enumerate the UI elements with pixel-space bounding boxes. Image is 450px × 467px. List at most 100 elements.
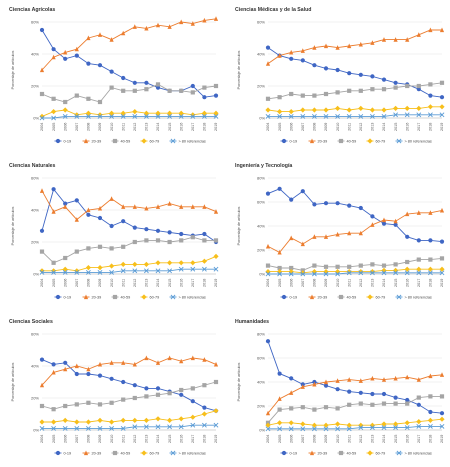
data-point xyxy=(323,91,329,97)
data-point xyxy=(202,204,207,209)
legend-marker xyxy=(281,138,287,144)
data-point xyxy=(405,83,410,89)
data-point xyxy=(323,201,329,206)
data-point xyxy=(358,105,364,111)
data-point xyxy=(143,113,149,119)
data-point xyxy=(416,112,422,118)
data-point xyxy=(63,255,68,261)
legend-marker xyxy=(112,450,118,456)
data-point xyxy=(300,426,306,432)
y-tick-label: 20% xyxy=(257,83,265,88)
x-tick-label: 2016 xyxy=(179,435,183,443)
data-point xyxy=(97,425,103,431)
series-line xyxy=(41,18,217,71)
series-line xyxy=(267,341,443,414)
x-tick-label: 2006 xyxy=(289,435,293,443)
data-point xyxy=(370,214,375,219)
series-line xyxy=(41,357,217,386)
data-point xyxy=(39,228,45,233)
series-line xyxy=(42,255,217,272)
data-point xyxy=(109,400,114,405)
data-point xyxy=(74,46,79,52)
data-point xyxy=(300,384,305,389)
data-point xyxy=(144,227,149,232)
data-point xyxy=(265,271,271,277)
data-point xyxy=(416,238,421,243)
data-point xyxy=(369,113,375,119)
data-point xyxy=(311,113,317,119)
legend-label: 60-79 xyxy=(376,139,386,143)
data-point xyxy=(358,230,363,236)
data-point xyxy=(416,419,422,425)
legend-marker xyxy=(141,450,147,456)
y-tick-label: 0% xyxy=(259,427,265,432)
data-point xyxy=(439,411,445,416)
data-point xyxy=(381,37,387,42)
data-point xyxy=(109,263,115,269)
x-tick-label: 2013 xyxy=(145,435,149,443)
data-point xyxy=(312,63,317,68)
data-point xyxy=(39,269,45,275)
data-point xyxy=(51,187,56,192)
data-point xyxy=(393,262,398,267)
x-tick-label: 2013 xyxy=(145,123,149,131)
legend-marker xyxy=(338,138,344,144)
x-tick-label: 2015 xyxy=(168,435,172,443)
data-point xyxy=(358,41,363,47)
x-tick-label: 2019 xyxy=(440,123,444,131)
data-point xyxy=(289,265,294,271)
data-point xyxy=(358,425,364,431)
data-point xyxy=(370,87,375,92)
data-point xyxy=(428,27,433,33)
data-point xyxy=(393,421,399,427)
data-point xyxy=(86,212,91,217)
x-tick-label: 2004 xyxy=(266,435,270,443)
data-point xyxy=(381,77,387,82)
x-tick-label: 2019 xyxy=(214,435,218,443)
data-point xyxy=(144,355,149,361)
data-point xyxy=(312,234,317,239)
x-tick-label: 2014 xyxy=(156,279,160,287)
y-axis-label: Porcentaje de artículos xyxy=(237,362,241,401)
data-point xyxy=(97,32,103,37)
data-point xyxy=(404,105,410,111)
data-point xyxy=(358,263,363,268)
data-point xyxy=(39,188,45,193)
legend-marker xyxy=(367,138,373,144)
series-line xyxy=(268,272,442,275)
data-point xyxy=(39,403,45,409)
data-point xyxy=(277,186,282,191)
series-line xyxy=(41,236,216,264)
data-point xyxy=(202,17,207,23)
x-tick-label: 2007 xyxy=(301,435,305,443)
data-point xyxy=(346,270,352,276)
series-line xyxy=(268,114,442,117)
data-point xyxy=(439,95,445,100)
data-point xyxy=(132,80,137,85)
legend-label: 0-19 xyxy=(64,139,72,143)
data-point xyxy=(277,271,283,277)
data-point xyxy=(393,395,398,400)
chart-title: Ciencias Sociales xyxy=(9,319,53,325)
data-point xyxy=(155,82,161,87)
series-line xyxy=(41,359,217,412)
data-point xyxy=(311,269,317,275)
data-point xyxy=(393,401,398,406)
x-tick-label: 2019 xyxy=(214,123,218,131)
legend-label: 0-19 xyxy=(64,295,72,299)
data-point xyxy=(85,419,91,425)
chart-title: Ingeniería y Tecnología xyxy=(235,163,292,169)
data-point xyxy=(167,417,173,423)
data-point xyxy=(132,361,137,367)
data-point xyxy=(74,198,79,203)
data-point xyxy=(109,360,114,365)
data-point xyxy=(202,231,207,237)
data-point xyxy=(369,270,375,276)
series-line xyxy=(41,29,217,98)
legend-marker xyxy=(338,450,344,456)
data-point xyxy=(39,268,45,274)
data-point xyxy=(213,422,219,428)
data-point xyxy=(51,209,56,214)
data-point xyxy=(369,425,375,431)
series-line xyxy=(42,268,216,273)
